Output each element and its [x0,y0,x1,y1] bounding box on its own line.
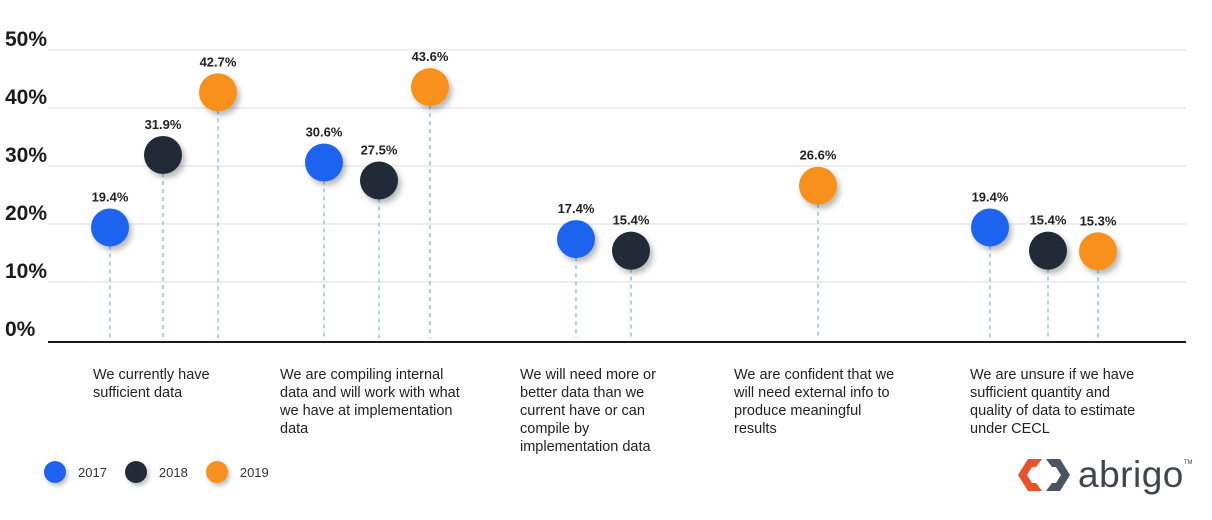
category-label-line: data [280,421,309,437]
data-point-2017 [91,208,129,247]
category-label-line: results [734,421,777,437]
abrigo-logo-icon [1018,459,1070,491]
data-point-2017 [971,208,1009,247]
category-label: We currently have sufficient data [93,366,210,402]
legend-item-2018: 2018 [124,461,188,483]
abrigo-logo: abrigo TM [1016,452,1193,498]
category-label: We are confident that we will need extern… [734,366,894,438]
y-tick-label: 40% [5,86,47,109]
data-point-2018 [144,135,182,174]
data-label: 15.4% [1030,213,1067,228]
legend-label-2019: 2019 [239,464,269,480]
category-label-line: quality of data to estimate [970,403,1136,419]
data-point-2018 [612,231,650,270]
data-point-2019 [799,166,837,205]
legend-label-2017: 2017 [78,464,107,480]
legend-marker-2017 [44,461,66,483]
legend-marker-2018 [124,461,147,483]
data-point-2018 [360,161,398,200]
category-label-line: We will need more or [520,367,656,383]
category-label: We are unsure if we have sufficient quant… [970,366,1135,438]
data-point-2017 [305,143,343,182]
category-label-line: implementation data [520,439,651,455]
data-point-2017 [557,220,595,259]
category-label-line: sufficient data [93,385,183,401]
data-label: 15.3% [1080,213,1117,228]
category-label-line: under CECL [970,421,1050,437]
category-label-line: We currently have [93,367,210,383]
category-label-line: data and will work with what [280,385,460,401]
legend: 2017 2018 2019 [44,459,287,485]
data-label: 30.6% [306,125,343,140]
data-label: 15.4% [613,213,650,228]
data-point-2018 [1029,231,1067,270]
legend-item-2017: 2017 [44,461,107,483]
category-label-line: We are unsure if we have [970,367,1135,383]
data-label: 42.7% [200,54,237,69]
category-label: We will need more or better data than we c… [520,366,656,456]
y-tick-label: 20% [5,202,47,225]
y-tick-label: 50% [5,28,47,51]
y-tick-label: 30% [5,144,47,167]
abrigo-logo-text: abrigo [1078,454,1184,495]
category-label-line: We are compiling internal [280,367,444,383]
data-point-2019 [411,68,449,107]
abrigo-logo-tm: TM [1183,460,1193,466]
data-label: 19.4% [972,189,1009,204]
data-label: 43.6% [412,49,449,64]
legend-item-2019: 2019 [205,461,269,483]
category-label-line: sufficient quantity and [970,385,1110,401]
category-label-line: compile by [520,421,590,437]
data-point-2019 [199,73,237,112]
data-label: 17.4% [558,201,595,216]
category-label-line: We are confident that we [734,367,895,383]
data-label: 27.5% [361,143,398,158]
category-label: We are compiling internal data and will w… [280,366,460,438]
y-tick-label: 0% [5,318,36,341]
data-point-2019 [1079,232,1117,271]
category-label-line: current have or can [520,403,645,419]
category-label-line: better data than we [520,385,645,401]
y-tick-label: 10% [5,260,47,283]
data-label: 26.6% [800,148,837,163]
category-label-line: we have at implementation [280,403,453,419]
legend-marker-2019 [205,461,228,483]
legend-label-2018: 2018 [158,464,188,480]
category-label-line: will need external info to [734,385,890,401]
data-label: 19.4% [92,189,129,204]
data-label: 31.9% [145,117,182,132]
category-label-line: produce meaningful [734,403,862,419]
